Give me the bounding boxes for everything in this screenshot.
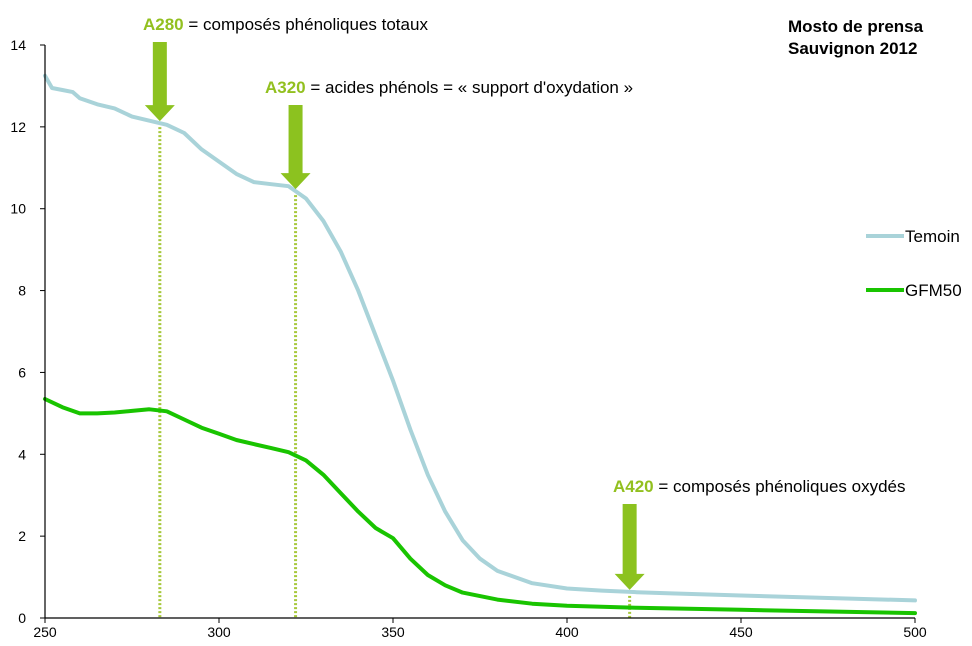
annotation-labels: A280 = composés phénoliques totaux A320 =… bbox=[143, 15, 906, 496]
y-tick-label: 8 bbox=[18, 283, 26, 299]
x-tick-label: 500 bbox=[903, 624, 927, 640]
annotation-description: = acides phénols = « support d'oxydation… bbox=[306, 78, 633, 97]
x-tick-label: 450 bbox=[729, 624, 753, 640]
axes bbox=[40, 44, 916, 623]
annotation-description: = composés phénoliques oxydés bbox=[654, 477, 906, 496]
annotation-arrows bbox=[144, 42, 645, 590]
y-tick-label: 14 bbox=[10, 37, 26, 53]
down-arrow-icon bbox=[614, 504, 645, 590]
series-line-temoin bbox=[43, 73, 917, 603]
annotation-a320: A320 = acides phénols = « support d'oxyd… bbox=[265, 78, 633, 97]
y-tick-label: 4 bbox=[18, 446, 26, 462]
down-arrow-icon bbox=[144, 42, 175, 122]
x-tick-label: 250 bbox=[33, 624, 57, 640]
x-tick-label: 400 bbox=[555, 624, 579, 640]
annotation-drop-lines bbox=[158, 127, 632, 618]
down-arrow-icon bbox=[280, 105, 311, 190]
chart-title-line: Sauvignon 2012 bbox=[788, 39, 917, 58]
annotation-key: A280 bbox=[143, 15, 184, 34]
y-tick-label: 10 bbox=[10, 201, 26, 217]
chart-title-line: Mosto de prensa bbox=[788, 17, 924, 36]
y-tick-label: 2 bbox=[18, 528, 26, 544]
annotation-key: A320 bbox=[265, 78, 306, 97]
y-tick-label: 12 bbox=[10, 119, 26, 135]
x-tick-label: 300 bbox=[207, 624, 231, 640]
legend-label-temoin: Temoin bbox=[905, 227, 960, 246]
series-lines bbox=[43, 73, 917, 616]
legend-label-gfm50: GFM50 bbox=[905, 281, 962, 300]
annotation-a280: A280 = composés phénoliques totaux bbox=[143, 15, 428, 34]
annotation-key: A420 bbox=[613, 477, 654, 496]
legend: Temoin GFM50 bbox=[866, 227, 962, 300]
x-tick-label: 350 bbox=[381, 624, 405, 640]
annotation-a420: A420 = composés phénoliques oxydés bbox=[613, 477, 906, 496]
y-tick-label: 6 bbox=[18, 364, 26, 380]
y-tick-labels: 0 2 4 6 8 10 12 14 bbox=[10, 37, 26, 626]
y-tick-label: 0 bbox=[18, 610, 26, 626]
chart-title: Mosto de prensa Sauvignon 2012 bbox=[788, 17, 924, 58]
annotation-description: = composés phénoliques totaux bbox=[184, 15, 429, 34]
series-line-gfm50 bbox=[43, 397, 917, 616]
x-tick-labels: 250 300 350 400 450 500 bbox=[33, 624, 927, 640]
